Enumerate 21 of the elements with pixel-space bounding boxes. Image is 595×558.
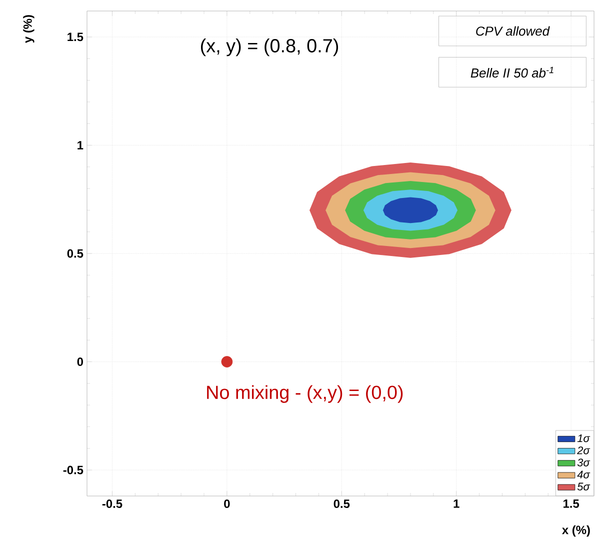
legend-label: 3σ (577, 458, 590, 466)
x-axis-title: x (%) (562, 525, 590, 537)
y-tick-label: 0 (77, 358, 83, 366)
y-axis-title: y (%) (23, 15, 34, 43)
x-tick-label: 1 (454, 500, 460, 508)
legend-label: 2σ (577, 446, 590, 454)
legend-label: 5σ (577, 482, 590, 490)
annotation: Belle II 50 ab$^{-1}$ (470, 66, 554, 78)
x-tick-label: 0.5 (334, 500, 350, 508)
annotation: No mixing - (x,y) = (0,0) (207, 385, 403, 403)
y-tick-label: -0.5 (63, 466, 84, 474)
y-tick-label: 1.5 (68, 32, 84, 42)
legend-label: 1σ (577, 434, 590, 442)
x-tick-label: 0 (224, 500, 230, 508)
annotation: CPV allowed (476, 26, 550, 36)
annotation: (x, y) = (0.8, 0.7) (201, 38, 338, 56)
legend-label: 4σ (577, 470, 590, 478)
y-tick-label: 1 (78, 141, 84, 150)
x-tick-label: 1.5 (564, 500, 580, 508)
x-tick-label: -0.5 (102, 500, 122, 508)
y-tick-label: 0.5 (67, 249, 84, 258)
